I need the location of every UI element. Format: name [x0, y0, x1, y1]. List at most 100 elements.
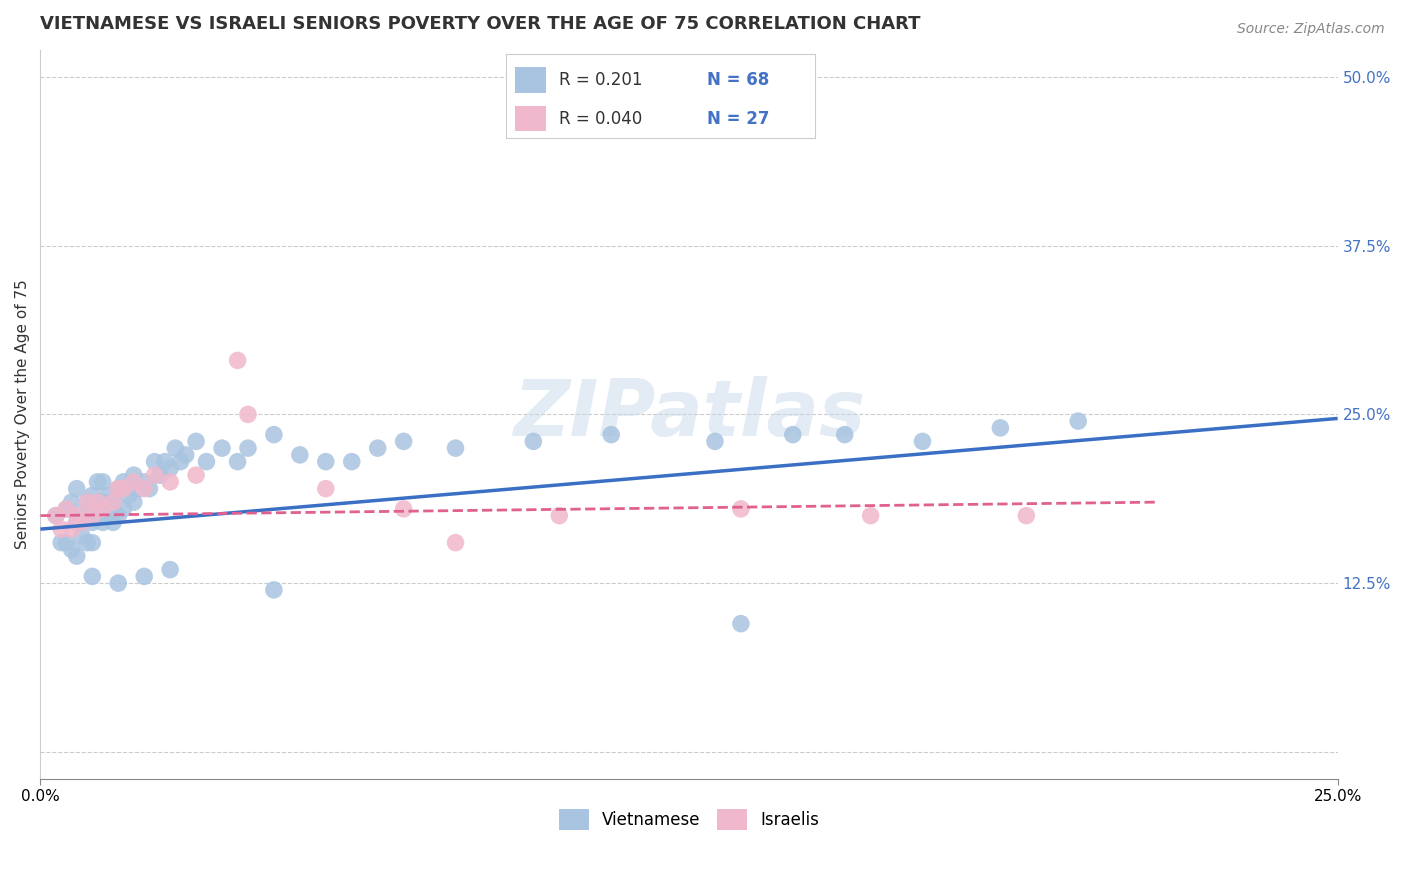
Point [236, 441, 259, 455]
Point [226, 455, 249, 469]
Point [169, 455, 191, 469]
Point [70, 508, 93, 523]
Point [60, 495, 83, 509]
Point [159, 461, 181, 475]
Point [112, 482, 135, 496]
Point [834, 427, 856, 442]
FancyBboxPatch shape [516, 106, 547, 131]
Point [134, 569, 156, 583]
Point [263, 582, 285, 597]
Text: R = 0.201: R = 0.201 [558, 70, 643, 89]
Text: N = 68: N = 68 [707, 70, 769, 89]
Point [55, 535, 77, 549]
Point [101, 495, 124, 509]
Point [107, 482, 129, 496]
Point [86, 475, 108, 489]
Point [66, 508, 89, 523]
Point [51, 522, 73, 536]
Point [1067, 414, 1090, 428]
Point [60, 542, 83, 557]
Point [60, 522, 83, 536]
Point [97, 488, 120, 502]
Point [66, 549, 89, 563]
Point [45, 508, 67, 523]
Point [444, 441, 467, 455]
Point [107, 576, 129, 591]
Point [86, 495, 108, 509]
Point [82, 516, 104, 530]
FancyBboxPatch shape [516, 67, 547, 93]
Point [153, 455, 176, 469]
Point [315, 455, 337, 469]
Point [82, 488, 104, 502]
Point [159, 475, 181, 489]
Point [340, 455, 363, 469]
Point [70, 516, 93, 530]
Point [45, 508, 67, 523]
Point [159, 563, 181, 577]
Point [97, 508, 120, 523]
Point [122, 475, 145, 489]
Point [91, 516, 114, 530]
Point [548, 508, 571, 523]
Point [76, 535, 98, 549]
Point [367, 441, 389, 455]
Point [138, 482, 160, 496]
Point [82, 535, 104, 549]
Point [82, 569, 104, 583]
Point [600, 427, 623, 442]
Point [122, 495, 145, 509]
Point [66, 516, 89, 530]
Point [444, 535, 467, 549]
Point [730, 502, 752, 516]
Point [86, 508, 108, 523]
Point [107, 508, 129, 523]
Point [76, 495, 98, 509]
Point [288, 448, 311, 462]
Text: N = 27: N = 27 [707, 110, 769, 128]
Point [184, 434, 207, 449]
Y-axis label: Seniors Poverty Over the Age of 75: Seniors Poverty Over the Age of 75 [15, 279, 30, 549]
Point [70, 529, 93, 543]
Point [522, 434, 544, 449]
Point [859, 508, 882, 523]
Point [112, 502, 135, 516]
Point [134, 475, 156, 489]
Point [988, 421, 1011, 435]
Point [143, 468, 166, 483]
Point [184, 468, 207, 483]
Point [91, 495, 114, 509]
Point [149, 468, 172, 483]
Point [730, 616, 752, 631]
Point [82, 508, 104, 523]
Text: Source: ZipAtlas.com: Source: ZipAtlas.com [1237, 22, 1385, 37]
Point [122, 468, 145, 483]
Point [66, 482, 89, 496]
Point [134, 482, 156, 496]
Point [911, 434, 934, 449]
Point [195, 455, 218, 469]
Text: VIETNAMESE VS ISRAELI SENIORS POVERTY OVER THE AGE OF 75 CORRELATION CHART: VIETNAMESE VS ISRAELI SENIORS POVERTY OV… [41, 15, 921, 33]
Point [165, 441, 187, 455]
Point [143, 455, 166, 469]
Legend: Vietnamese, Israelis: Vietnamese, Israelis [553, 803, 827, 836]
Point [91, 475, 114, 489]
Point [1015, 508, 1038, 523]
Point [51, 535, 73, 549]
Point [128, 482, 150, 496]
Text: ZIPatlas: ZIPatlas [513, 376, 865, 452]
Point [91, 502, 114, 516]
Point [315, 482, 337, 496]
Point [704, 434, 727, 449]
Text: R = 0.040: R = 0.040 [558, 110, 643, 128]
Point [101, 516, 124, 530]
Point [392, 502, 415, 516]
Point [211, 441, 233, 455]
Point [107, 482, 129, 496]
Point [263, 427, 285, 442]
Point [174, 448, 197, 462]
Point [55, 502, 77, 516]
Point [236, 408, 259, 422]
Point [782, 427, 804, 442]
Point [55, 502, 77, 516]
